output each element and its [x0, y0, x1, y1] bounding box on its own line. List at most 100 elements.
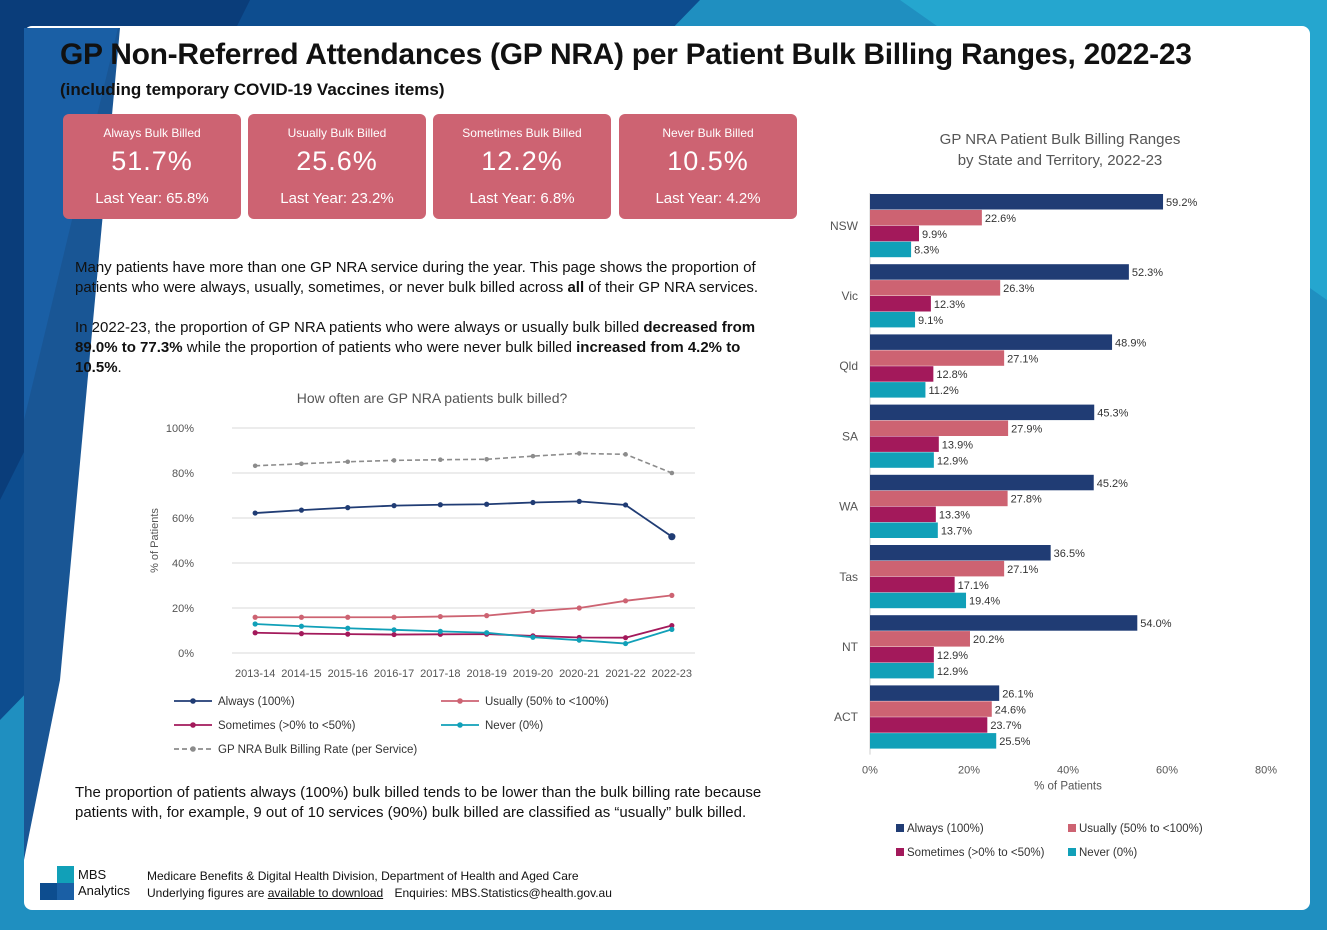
kpi-always: Always Bulk Billed 51.7% Last Year: 65.8… — [63, 114, 241, 219]
x-tick-label: 2017-18 — [420, 668, 460, 680]
bar-chart-title: GP NRA Patient Bulk Billing Ranges — [940, 131, 1181, 148]
x-tick-label: 2018-19 — [466, 668, 506, 680]
bar-value-label: 48.9% — [1115, 337, 1146, 349]
bar-value-label: 59.2% — [1166, 197, 1197, 209]
bar-always — [870, 194, 1164, 210]
series-line-always — [255, 500, 673, 538]
data-point-usually — [622, 598, 629, 604]
category-label: Qld — [839, 359, 858, 373]
legend-marker-sometimes — [190, 722, 196, 728]
bar-value-label: 11.2% — [928, 385, 959, 397]
data-point-always — [530, 499, 536, 506]
kpi-value: 25.6% — [296, 146, 378, 176]
y-tick-label: 0% — [178, 648, 194, 660]
category-label: Tas — [839, 570, 858, 584]
summary-paragraph: In 2022-23, the proportion of GP NRA pat… — [75, 318, 790, 378]
kpi-last-year: Last Year: 6.8% — [469, 190, 575, 207]
bar-usually — [870, 350, 1005, 366]
data-point-never — [622, 640, 629, 647]
data-point-rate — [438, 457, 443, 463]
bar-chart-subtitle: by State and Territory, 2022-23 — [958, 152, 1163, 169]
legend-label: Always (100%) — [907, 823, 984, 835]
intro-emphasis: all — [567, 279, 585, 296]
bar-value-label: 25.5% — [999, 736, 1030, 748]
bar-value-label: 27.8% — [1011, 494, 1042, 506]
bar-always — [870, 545, 1051, 561]
y-tick-label: 40% — [172, 558, 194, 570]
kpi-never: Never Bulk Billed 10.5% Last Year: 4.2% — [619, 114, 797, 219]
data-point-sometimes — [391, 631, 397, 638]
data-point-always — [298, 507, 305, 513]
data-point-never — [252, 621, 258, 627]
bar-value-label: 12.9% — [937, 666, 968, 678]
x-tick-label: 2014-15 — [281, 668, 321, 680]
bar-value-label: 22.6% — [985, 213, 1016, 225]
data-point-sometimes — [252, 630, 258, 636]
bar-value-label: 13.3% — [939, 510, 970, 522]
data-point-usually — [669, 592, 675, 598]
bar-value-label: 8.3% — [914, 245, 939, 257]
data-point-rate — [299, 461, 304, 467]
x-tick-label: 2022-23 — [652, 668, 692, 680]
summary-text-end: . — [117, 359, 122, 376]
legend-marker-never — [457, 722, 463, 728]
y-axis-label: % of Patients — [149, 508, 161, 573]
bar-value-label: 36.5% — [1054, 548, 1085, 560]
kpi-usually: Usually Bulk Billed 25.6% Last Year: 23.… — [248, 114, 426, 219]
data-point-never — [298, 623, 305, 629]
y-tick-label: 80% — [172, 468, 194, 480]
category-label: WA — [839, 500, 858, 514]
y-tick-label: 20% — [172, 603, 194, 615]
series-line-sometimes — [255, 624, 673, 639]
bar-sometimes — [870, 225, 920, 242]
legend-label: Never (0%) — [1079, 847, 1137, 859]
summary-text-mid: while the proportion of patients who wer… — [182, 339, 577, 356]
legend-marker-rate — [190, 746, 196, 752]
intro-text: Many patients have more than one GP NRA … — [75, 259, 756, 296]
data-point-always — [437, 502, 443, 508]
y-tick-label: 60% — [172, 513, 194, 525]
legend-marker-usually — [457, 698, 463, 704]
download-link[interactable]: available to download — [267, 886, 384, 900]
data-point-always — [252, 510, 258, 516]
data-point-sometimes — [298, 631, 305, 637]
bar-never — [870, 311, 916, 328]
x-tick-label: 20% — [958, 765, 980, 777]
bar-never — [870, 241, 912, 258]
summary-text: In 2022-23, the proportion of GP NRA pat… — [75, 319, 644, 336]
bar-value-label: 23.7% — [990, 720, 1021, 732]
bar-value-label: 12.8% — [936, 369, 967, 381]
bar-usually — [870, 701, 992, 717]
x-tick-label: 40% — [1057, 765, 1079, 777]
bar-usually — [870, 490, 1008, 507]
footer-links: Underlying figures are available to down… — [147, 886, 612, 900]
bar-always — [870, 474, 1094, 491]
bar-value-label: 45.3% — [1097, 408, 1128, 420]
footer-enquiries: Enquiries: MBS.Statistics@health.gov.au — [394, 886, 612, 900]
logo-line-1: MBS — [78, 867, 107, 882]
data-point-usually — [298, 614, 305, 620]
kpi-label: Never Bulk Billed — [662, 126, 754, 140]
kpi-last-year: Last Year: 23.2% — [280, 190, 394, 207]
bar-value-label: 13.7% — [941, 526, 972, 538]
bar-value-label: 9.9% — [922, 229, 947, 241]
bar-value-label: 17.1% — [958, 580, 989, 592]
data-point-rate — [345, 459, 351, 465]
bar-sometimes — [870, 576, 955, 593]
bar-value-label: 26.1% — [1002, 688, 1033, 700]
data-point-rate — [669, 470, 675, 476]
bar-value-label: 26.3% — [1003, 283, 1034, 295]
legend-label: Never (0%) — [485, 720, 543, 732]
legend-label: Usually (50% to <100%) — [485, 696, 609, 708]
data-point-never — [530, 634, 536, 640]
legend-swatch-sometimes — [896, 848, 904, 856]
summary-emphasis-decrease: decreased from 89.0% to 77.3% — [75, 319, 756, 356]
series-line-rate — [255, 452, 673, 474]
bar-value-label: 54.0% — [1140, 618, 1171, 630]
data-point-never — [669, 626, 675, 632]
data-point-sometimes — [622, 635, 629, 641]
bar-sometimes — [870, 366, 934, 382]
category-label: ACT — [834, 710, 859, 724]
data-point-usually — [252, 614, 258, 620]
footer-division: Medicare Benefits & Digital Health Divis… — [147, 869, 579, 883]
